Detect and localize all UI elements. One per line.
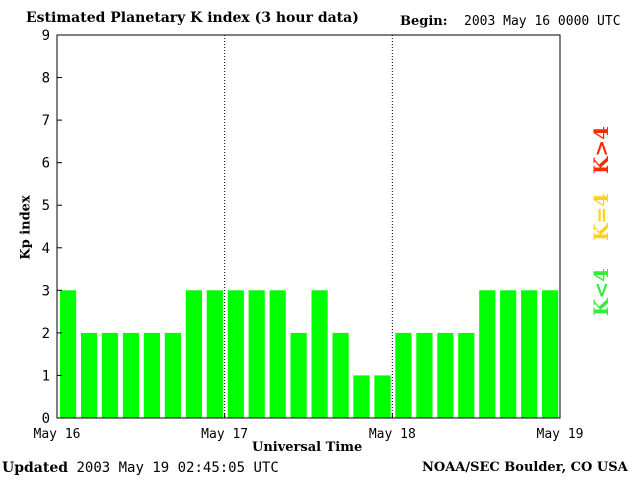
y-axis-label: Kp index [18, 195, 34, 260]
y-tick-label: 5 [42, 198, 50, 214]
x-axis-label: Universal Time [252, 440, 363, 455]
kp-bar [269, 290, 286, 418]
y-tick-label: 6 [42, 156, 50, 172]
kp-bar [353, 375, 370, 418]
kp-bar [206, 290, 223, 418]
kp-bar [395, 332, 412, 418]
bar-group [60, 290, 559, 418]
kp-bar [60, 290, 77, 418]
chart-title: Estimated Planetary K index (3 hour data… [26, 10, 359, 26]
kp-bar [81, 332, 98, 418]
x-day-label: May 17 [201, 427, 248, 442]
kp-bar [164, 332, 181, 418]
kp-bar [311, 290, 328, 418]
y-tick-label: 2 [42, 326, 50, 342]
y-tick-label: 8 [42, 71, 50, 87]
kp-bar [479, 290, 496, 418]
kp-bar [227, 290, 244, 418]
credit-text: NOAA/SEC Boulder, CO USA [422, 460, 628, 475]
y-tick-label: 1 [42, 368, 50, 384]
begin-value: 2003 May 16 0000 UTC [464, 14, 621, 29]
kp-bar [500, 290, 517, 418]
legend-k-below-4: K<4 [589, 267, 613, 317]
day-divider-group [224, 35, 393, 418]
x-day-label: May 18 [369, 427, 416, 442]
kp-bar [437, 332, 454, 418]
updated-line: Updated 2003 May 19 02:45:05 UTC [2, 460, 279, 476]
kp-bar [290, 332, 307, 418]
kp-bar [416, 332, 433, 418]
kp-bar [185, 290, 202, 418]
plot-frame [56, 34, 561, 419]
begin-label: Begin: [400, 14, 448, 29]
kp-bar [458, 332, 475, 418]
y-tick-label: 7 [42, 113, 50, 129]
y-tick-label: 0 [42, 411, 50, 427]
y-tick-label: 4 [42, 241, 50, 257]
y-tick-label: 3 [42, 283, 50, 299]
legend-k-above-4: K>4 [589, 125, 613, 175]
kp-bar [332, 332, 349, 418]
kp-bar [374, 375, 391, 418]
x-day-label: May 19 [537, 427, 584, 442]
y-tick-label: 9 [42, 28, 50, 44]
kp-bar [542, 290, 559, 418]
kp-bar [101, 332, 119, 418]
kp-bar [248, 290, 265, 418]
y-tick-group: 0 1 2 3 4 5 6 7 8 9 [42, 28, 62, 427]
kp-bar [143, 332, 160, 418]
updated-label: Updated [2, 460, 69, 476]
kp-bar [521, 290, 538, 418]
legend-k-equal-4: K=4 [589, 192, 613, 242]
x-tick-group: May 16 May 17 May 18 May 19 [34, 413, 584, 442]
kp-bar [122, 332, 140, 418]
updated-value: 2003 May 19 02:45:05 UTC [76, 460, 279, 476]
x-day-label: May 16 [34, 427, 81, 442]
